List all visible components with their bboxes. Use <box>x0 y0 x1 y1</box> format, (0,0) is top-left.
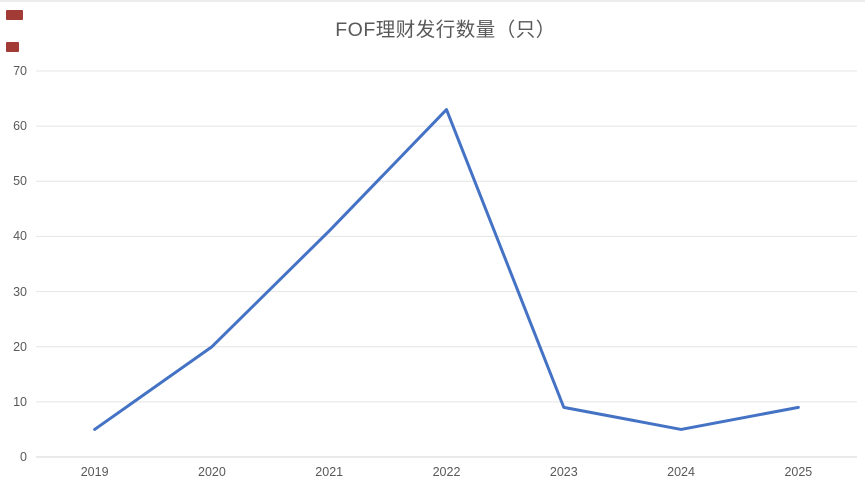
y-tick-label: 0 <box>20 450 27 464</box>
x-tick-label: 2020 <box>198 465 226 479</box>
x-tick-label: 2022 <box>432 465 461 479</box>
data-series-line <box>93 108 800 431</box>
y-tick-label: 50 <box>13 174 27 189</box>
watermark-mark <box>6 42 19 52</box>
y-tick-label: 60 <box>13 119 27 134</box>
gridlines <box>36 70 857 458</box>
y-tick-label: 30 <box>13 284 27 299</box>
y-tick-label: 40 <box>13 229 27 244</box>
x-tick-label: 2024 <box>667 465 695 479</box>
y-tick-label: 70 <box>13 64 27 78</box>
y-tick-label: 10 <box>13 394 27 409</box>
y-tick-label: 20 <box>13 339 27 354</box>
x-tick-label: 2025 <box>784 465 813 479</box>
x-tick-label: 2019 <box>80 465 109 479</box>
x-tick-label: 2023 <box>549 465 578 479</box>
chart-title: FOF理财发行数量（只） <box>335 19 556 41</box>
x-tick-label: 2021 <box>315 465 344 479</box>
watermark-mark <box>6 10 23 20</box>
